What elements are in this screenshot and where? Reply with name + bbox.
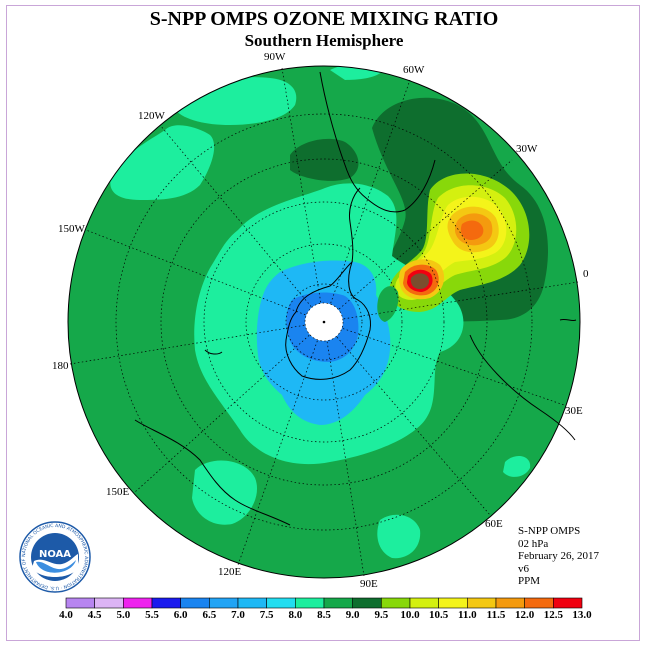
map-boundary	[67, 65, 581, 579]
colorbar-segment	[323, 597, 353, 609]
figure-frame	[6, 5, 640, 641]
lon-label-90w: 90W	[264, 51, 286, 63]
colorbar-tick-label: 7.5	[259, 609, 274, 621]
meridian-180	[69, 321, 325, 365]
lon-label-150e: 150E	[106, 486, 130, 498]
colorbar-tick-label: 12.0	[515, 609, 535, 621]
colorbar-tick-label: 4.5	[87, 609, 102, 621]
australia-coast	[134, 419, 291, 526]
colorbar-segment	[524, 597, 554, 609]
unit-label: PPM	[518, 575, 541, 587]
lon-label-180: 180	[52, 360, 69, 372]
colorbar-tick-label: 6.5	[202, 609, 217, 621]
lon-label-120e: 120E	[218, 566, 242, 578]
colorbar-segment	[438, 597, 468, 609]
lon-label-120w: 120W	[138, 110, 165, 122]
info-block: S-NPP OMPS 02 hPa February 26, 2017 v6 P…	[518, 525, 599, 588]
field-7-5-8-0-se	[503, 456, 531, 477]
colorbar-segment	[409, 597, 439, 609]
colorbar-segment	[553, 597, 583, 609]
colorbar-segment	[151, 597, 181, 609]
antarctic-peninsula	[349, 187, 361, 263]
colorbar-tick-label: 7.0	[231, 609, 245, 621]
colorbar-segment	[123, 597, 153, 609]
colorbar-segment	[180, 597, 210, 609]
meridian-150w	[85, 229, 325, 323]
graticule	[69, 67, 579, 577]
coastlines	[134, 71, 577, 526]
lat-circle-70s	[245, 243, 403, 401]
new-zealand-coast	[204, 349, 223, 355]
field-12-5-13-0	[410, 273, 430, 289]
colorbar-tick-label: 5.5	[145, 609, 159, 621]
colorbar-tick-label: 8.5	[317, 609, 331, 621]
noaa-logo-text: NOAA	[39, 549, 71, 560]
lat-circle-80s	[285, 283, 363, 361]
colorbar-segment	[209, 597, 239, 609]
meridian-90w	[281, 67, 325, 323]
date-label: February 26, 2017	[518, 550, 599, 562]
meridian-60e	[323, 321, 491, 516]
lon-label-150w: 150W	[58, 223, 85, 235]
colorbar-segment	[237, 597, 267, 609]
colorbar-tick-label: 5.0	[116, 609, 131, 621]
field-7-5-8-0-s	[377, 514, 421, 559]
colorbar-tick-label: 13.0	[572, 609, 592, 621]
colorbar-segment	[94, 597, 124, 609]
pressure-level-label: 02 hPa	[518, 537, 549, 550]
meridian-90e	[323, 321, 365, 577]
map-subtitle: Southern Hemisphere	[244, 31, 404, 50]
meridian-0	[323, 281, 579, 323]
meridian-120w	[159, 124, 325, 323]
lon-label-30w: 30W	[516, 143, 538, 155]
south-pole-dot	[322, 320, 326, 324]
field-11-5-12-0-b	[460, 220, 484, 240]
field-8-0-8-5-sliver	[377, 286, 399, 322]
africa-coast	[469, 334, 576, 441]
lon-label-60w: 60W	[403, 64, 425, 76]
colorbar-tick-label: 11.0	[458, 609, 477, 621]
pole-circle	[304, 302, 344, 342]
field-7-5-8-0-nw	[110, 125, 215, 200]
instrument-label: S-NPP OMPS	[518, 525, 581, 537]
lon-label-0: 0	[583, 268, 589, 280]
colorbar-tick-label: 8.0	[288, 609, 303, 621]
map-title: S-NPP OMPS OZONE MIXING RATIO	[149, 8, 499, 30]
colorbar-segment	[495, 597, 525, 609]
lat-circle-40s	[115, 113, 533, 531]
field-7-5-8-0-sw	[192, 460, 258, 525]
lat-circle-60s	[203, 201, 445, 443]
south-america-coast	[319, 71, 436, 213]
antarctica-coast	[285, 260, 371, 380]
colorbar-segment	[65, 597, 95, 609]
meridian-30w	[323, 159, 513, 323]
colorbar-tick-label: 11.5	[486, 609, 506, 621]
version-label: v6	[518, 562, 529, 575]
southern-africa-coast	[559, 318, 577, 322]
colorbar-segment	[295, 597, 325, 609]
lat-circle-50s	[160, 158, 488, 486]
colorbar-segment	[266, 597, 296, 609]
lon-label-60e: 60E	[485, 518, 503, 530]
noaa-logo: NATIONAL OCEANIC AND ATMOSPHERIC ADMINIS…	[18, 520, 91, 593]
field-8-5-9-0-small	[290, 138, 359, 181]
colorbar-tick-label: 6.0	[173, 609, 188, 621]
colorbar-tick-label: 12.5	[543, 609, 563, 621]
colorbar-tick-label: 9.5	[374, 609, 389, 621]
meridian-120e	[237, 321, 325, 566]
colorbar-tick-label: 4.0	[59, 609, 73, 621]
lon-label-90e: 90E	[360, 578, 378, 590]
colorbar-tick-label: 10.5	[429, 609, 449, 621]
meridian-60w	[323, 79, 411, 323]
colorbar-tick-label: 10.0	[400, 609, 420, 621]
lon-label-30e: 30E	[565, 405, 583, 417]
colorbar-tick-label: 9.0	[345, 609, 360, 621]
colorbar-segment	[381, 597, 411, 609]
colorbar-segment	[467, 597, 497, 609]
colorbar-segment	[352, 597, 382, 609]
